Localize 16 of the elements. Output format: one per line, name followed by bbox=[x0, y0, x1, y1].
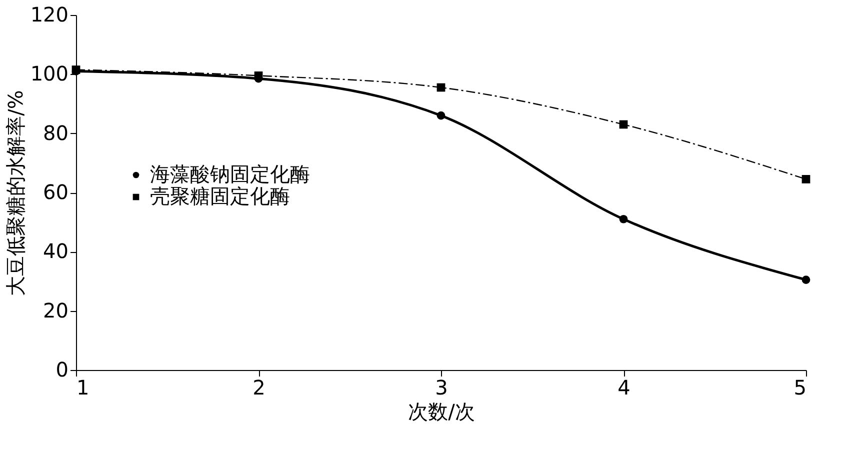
x-tick-label: 3 bbox=[435, 376, 448, 400]
x-tick-label: 1 bbox=[76, 376, 90, 400]
legend-label: 海藻酸钠固定化酶 bbox=[150, 162, 310, 186]
legend-label: 壳聚糖固定化酶 bbox=[150, 184, 290, 208]
y-tick-label: 0 bbox=[56, 358, 68, 382]
y-tick-label: 120 bbox=[30, 2, 68, 26]
y-tick-label: 20 bbox=[43, 298, 68, 322]
y-tick-label: 60 bbox=[43, 180, 68, 204]
x-axis-title: 次数/次 bbox=[408, 400, 475, 424]
y-tick-label: 80 bbox=[43, 120, 68, 145]
y-axis-title: 大豆低聚糖的水解率/% bbox=[3, 90, 28, 296]
y-tick-label: 40 bbox=[43, 239, 68, 264]
x-tick-label: 5 bbox=[794, 376, 806, 400]
x-tick-label: 4 bbox=[618, 376, 630, 400]
y-tick-label: 100 bbox=[30, 62, 68, 86]
x-tick-label: 2 bbox=[252, 376, 266, 400]
